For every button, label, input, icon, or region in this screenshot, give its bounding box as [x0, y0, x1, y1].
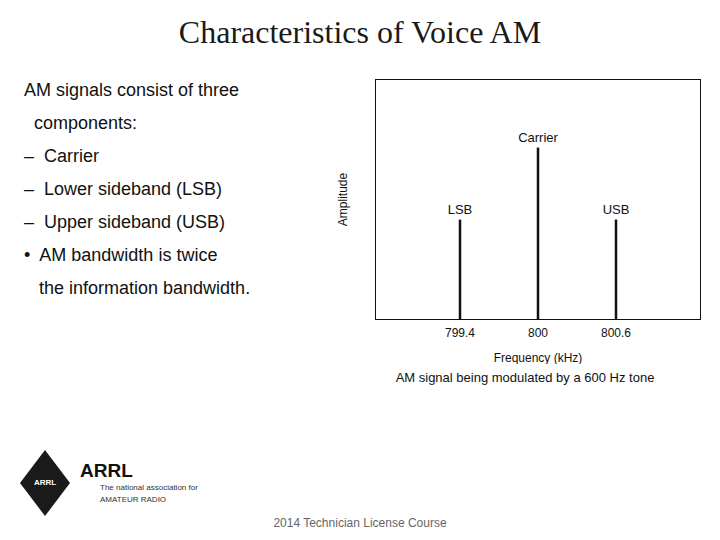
- svg-text:USB: USB: [603, 202, 630, 217]
- html-text:AM signals consist of three: AM signals consist of three: [24, 80, 240, 100]
- html-text:AM signal being modulated by a: AM signal being modulated by a 600 Hz to…: [395, 370, 655, 385]
- html-text:the information bandwidth.: the information bandwidth.: [24, 278, 251, 298]
- svg-text:Carrier: Carrier: [518, 130, 558, 145]
- svg-text:800.6: 800.6: [601, 326, 631, 340]
- svg-text:799.4: 799.4: [445, 326, 475, 340]
- svg-text:Frequency (kHz): Frequency (kHz): [494, 351, 583, 365]
- html-text:– Lower sideband (LSB): – Lower sideband (LSB): [24, 179, 223, 199]
- html-text:components:: components:: [24, 113, 138, 133]
- svg-text:Amplitude: Amplitude: [336, 173, 350, 227]
- html-text:– Upper sideband (USB): – Upper sideband (USB): [24, 212, 226, 232]
- html-text:2014 Technician License Course: 2014 Technician License Course: [273, 516, 447, 530]
- html-text:• AM bandwidth is twice: • AM bandwidth is twice: [24, 245, 218, 265]
- svg-text:ARRL: ARRL: [34, 478, 56, 487]
- svg-text:LSB: LSB: [448, 202, 473, 217]
- svg-text:800: 800: [528, 326, 548, 340]
- html-text:The national association for A: The national association for AMATEUR RAD…: [100, 483, 198, 504]
- html-text:ARRL: ARRL: [80, 460, 133, 481]
- html-text:– Carrier: – Carrier: [24, 146, 99, 166]
- html-text:Characteristics of Voice AM: Characteristics of Voice AM: [178, 13, 542, 50]
